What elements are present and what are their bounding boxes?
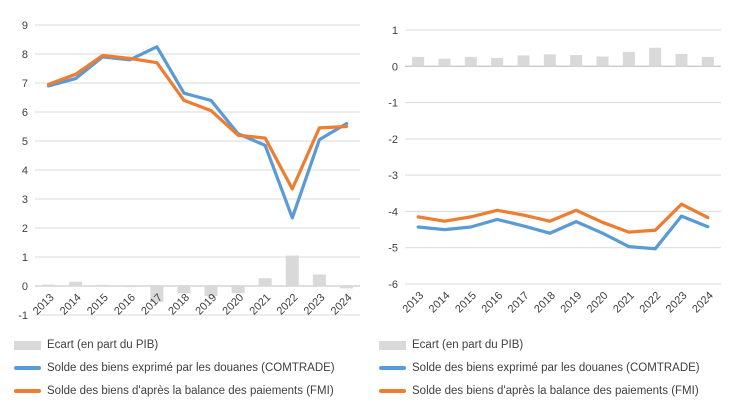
- y-tick-label: 7: [22, 78, 28, 90]
- ecart-bar: [285, 255, 299, 286]
- ecart-bar: [42, 284, 56, 286]
- y-tick-label: 8: [22, 49, 28, 61]
- y-tick-label: 1: [22, 252, 28, 264]
- ecart-bar: [438, 58, 451, 67]
- x-tick-label: 2020: [220, 292, 246, 318]
- ecart-bar: [177, 286, 191, 294]
- legend-item: Solde des biens exprimé par les douanes …: [14, 359, 335, 377]
- ecart-bar: [622, 51, 635, 67]
- y-tick-label: -1: [388, 98, 398, 110]
- ecart-bar: [649, 47, 662, 67]
- ecart-bar: [570, 55, 583, 67]
- legend-label: Ecart (en part du PIB): [47, 339, 159, 351]
- legend-item: Ecart (en part du PIB): [379, 336, 700, 354]
- ecart-bar: [464, 56, 477, 67]
- ecart-bar: [123, 286, 137, 288]
- y-tick-label: -3: [388, 170, 398, 182]
- x-tick-label: 2021: [611, 290, 637, 316]
- x-tick-label: 2024: [690, 290, 716, 316]
- legend-item: Solde des biens exprimé par les douanes …: [379, 359, 700, 377]
- ecart-bar: [69, 281, 83, 286]
- legend-label: Solde des biens exprimé par les douanes …: [412, 362, 700, 374]
- right-chart-legend: Ecart (en part du PIB) Solde des biens ex…: [379, 336, 700, 400]
- y-tick-label: 2: [22, 223, 28, 235]
- x-tick-label: 2015: [453, 290, 479, 316]
- y-tick-label: 0: [392, 61, 398, 73]
- ecart-bar: [517, 55, 530, 67]
- x-tick-label: 2014: [427, 290, 453, 316]
- line-series: [46, 53, 349, 191]
- y-tick-label: -1: [18, 310, 28, 322]
- x-tick-label: 2013: [31, 292, 57, 318]
- ecart-bar: [339, 286, 353, 289]
- x-tick-label: 2018: [166, 292, 192, 318]
- legend-label: Ecart (en part du PIB): [412, 339, 524, 351]
- x-tick-label: 2016: [479, 290, 505, 316]
- y-tick-label: 1: [392, 25, 398, 37]
- legend-item: Solde des biens d'après la balance des p…: [14, 382, 335, 400]
- legend-item: Solde des biens d'après la balance des p…: [379, 382, 700, 400]
- x-tick-label: 2022: [275, 292, 301, 318]
- x-tick-label: 2019: [558, 290, 584, 316]
- x-tick-label: 2015: [85, 292, 111, 318]
- y-tick-label: -5: [388, 243, 398, 255]
- left-chart-panel: 9 8 7 6 5 4 3 2 1 0 -1 2013 2014 2015 2016 2017 2018 2019…: [14, 20, 360, 400]
- legend-bar-swatch: [379, 340, 406, 350]
- x-tick-label: 2024: [329, 292, 355, 318]
- ecart-bar: [150, 286, 164, 302]
- ecart-bar: [543, 54, 556, 67]
- ecart-bar: [258, 278, 272, 286]
- x-tick-label: 2014: [58, 292, 84, 318]
- ecart-bar: [701, 56, 714, 67]
- legend-bar-swatch: [14, 340, 41, 350]
- y-tick-label: 6: [22, 107, 28, 119]
- legend-label: Solde des biens exprimé par les douanes …: [47, 362, 335, 374]
- x-tick-label: 2018: [532, 290, 558, 316]
- legend-line-swatch: [14, 366, 41, 370]
- legend-item: Ecart (en part du PIB): [14, 336, 335, 354]
- y-tick-label: -4: [388, 206, 398, 218]
- ecart-bar: [596, 56, 609, 67]
- ecart-bar: [312, 274, 326, 286]
- x-tick-label: 2016: [112, 292, 138, 318]
- legend-label: Solde des biens d'après la balance des p…: [412, 385, 699, 397]
- legend-line-swatch: [379, 366, 406, 370]
- x-tick-label: 2022: [637, 290, 663, 316]
- legend-line-swatch: [379, 389, 406, 393]
- y-tick-label: 9: [22, 20, 28, 32]
- legend-label: Solde des biens d'après la balance des p…: [47, 385, 334, 397]
- legend-line-swatch: [14, 389, 41, 393]
- ecart-bar: [204, 286, 218, 297]
- y-tick-label: 4: [22, 165, 28, 177]
- ecart-bar: [412, 56, 425, 67]
- y-tick-label: -2: [388, 134, 398, 146]
- line-series: [416, 214, 710, 251]
- x-tick-label: 2013: [400, 290, 426, 316]
- ecart-bar: [231, 286, 245, 294]
- right-chart-panel: 1 0 -1 -2 -3 -4 -5 -6 2013 2014 2015 2016 2017 2018 20…: [365, 0, 730, 410]
- left-chart-legend: Ecart (en part du PIB) Solde des biens ex…: [14, 336, 335, 400]
- ecart-bar: [96, 284, 110, 286]
- y-tick-label: 3: [22, 194, 28, 206]
- y-tick-label: 5: [22, 136, 28, 148]
- x-tick-label: 2021: [248, 292, 274, 318]
- y-tick-label: -6: [388, 279, 398, 291]
- x-tick-label: 2020: [585, 290, 611, 316]
- x-tick-label: 2017: [506, 290, 532, 316]
- ecart-bar: [491, 57, 504, 67]
- ecart-bar: [675, 53, 688, 67]
- line-series: [46, 45, 349, 220]
- line-series: [416, 202, 710, 234]
- x-tick-label: 2023: [664, 290, 690, 316]
- x-tick-label: 2023: [302, 292, 328, 318]
- y-tick-label: 0: [22, 281, 28, 293]
